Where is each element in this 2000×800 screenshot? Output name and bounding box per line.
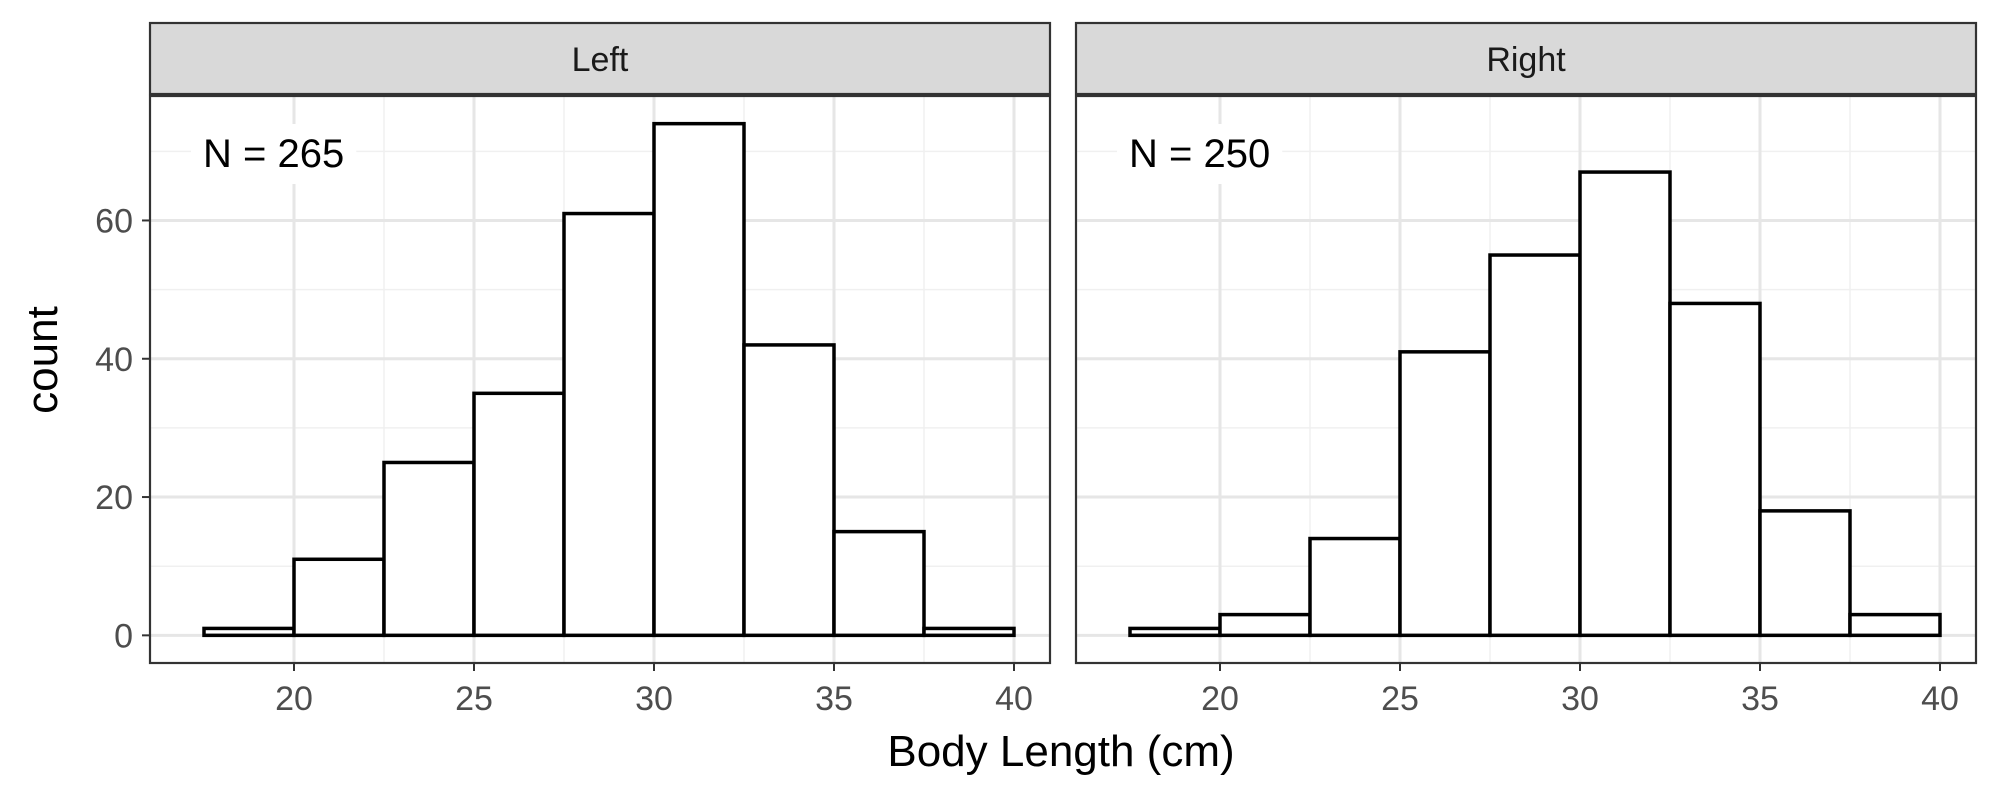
histogram-bar bbox=[1308, 536, 1402, 638]
y-tick-label: 20 bbox=[95, 479, 133, 517]
histogram-bar bbox=[382, 460, 476, 638]
x-tick-label: 30 bbox=[635, 680, 673, 718]
histogram-bar bbox=[1218, 612, 1312, 638]
histogram-bar bbox=[832, 529, 926, 638]
histogram-bar bbox=[1758, 509, 1852, 638]
histogram-bar bbox=[1398, 350, 1492, 638]
facet-panel-right: Right N = 250 20 25 30 35 40 bbox=[1074, 21, 1978, 718]
facet-strip bbox=[148, 21, 1052, 96]
facet-strip-label: Right bbox=[1486, 41, 1566, 79]
x-tick-label: 25 bbox=[1381, 680, 1419, 718]
y-axis-title: count bbox=[18, 306, 67, 414]
y-tick-label: 40 bbox=[95, 341, 133, 379]
histogram-bar bbox=[292, 557, 386, 638]
x-tick-label: 25 bbox=[455, 680, 493, 718]
y-tick-label: 0 bbox=[114, 617, 133, 655]
histogram-bar bbox=[472, 391, 566, 638]
histogram-bar bbox=[1668, 301, 1762, 638]
histogram-bar bbox=[1488, 253, 1582, 638]
facet-panels: Left N = 265 20 25 30 35 40 Right N = 250 20 25 30 3… bbox=[95, 21, 1978, 718]
facet-strip-label: Left bbox=[572, 41, 629, 79]
sample-size-label-background bbox=[1117, 124, 1283, 184]
histogram-bar bbox=[652, 121, 746, 638]
x-tick-label: 35 bbox=[1741, 680, 1779, 718]
histogram-bar bbox=[922, 626, 1016, 638]
histogram-bar bbox=[202, 626, 296, 638]
x-tick-label: 20 bbox=[275, 680, 313, 718]
x-tick-label: 35 bbox=[815, 680, 853, 718]
histogram-bar bbox=[742, 343, 836, 638]
x-axis-title: Body Length (cm) bbox=[887, 727, 1234, 776]
histogram-bar bbox=[562, 211, 656, 638]
histogram-bar bbox=[1128, 626, 1222, 638]
sample-size-label: N = 250 bbox=[1129, 132, 1270, 176]
histogram-bar bbox=[1578, 170, 1672, 638]
sample-size-label-background bbox=[191, 124, 357, 184]
x-tick-label: 40 bbox=[995, 680, 1033, 718]
facet-strip bbox=[1074, 21, 1978, 96]
x-tick-label: 40 bbox=[1921, 680, 1959, 718]
histogram-bar bbox=[1848, 612, 1942, 638]
y-tick-label: 60 bbox=[95, 202, 133, 240]
panel-border bbox=[148, 94, 1052, 665]
sample-size-label: N = 265 bbox=[203, 132, 344, 176]
panel-border bbox=[1074, 94, 1978, 665]
x-tick-label: 30 bbox=[1561, 680, 1599, 718]
x-tick-label: 20 bbox=[1201, 680, 1239, 718]
facet-panel-left: Left N = 265 20 25 30 35 40 bbox=[148, 21, 1052, 718]
